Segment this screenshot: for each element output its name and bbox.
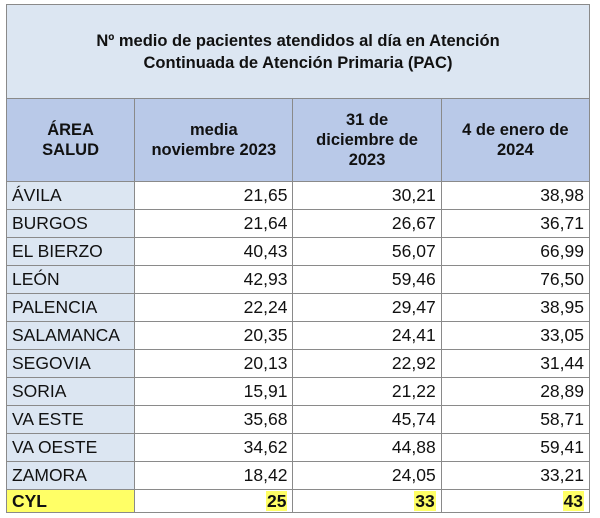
area-cell: LEÓN [5,265,136,294]
area-cell: PALENCIA [5,293,136,322]
data-table: Nº medio de pacientes atendidos al día e… [5,4,591,513]
value-nov-cell: 15,91 [134,377,294,406]
value-jan-cell: 31,44 [440,349,591,378]
value-nov-cell: 22,24 [134,293,294,322]
value-nov-cell: 35,68 [134,405,294,434]
value-dec-cell: 24,41 [292,321,442,350]
value-dec-cell: 24,05 [292,461,442,490]
header-area-line-1: ÁREA [47,121,94,139]
value-jan-cell: 36,71 [440,209,591,238]
value-jan-cell: 66,99 [440,237,591,266]
header-area: ÁREA SALUD [5,98,136,182]
header-jan-4-2024: 4 de enero de 2024 [440,98,591,182]
value-dec-cell: 26,67 [292,209,442,238]
value-jan-cell: 59,41 [440,433,591,462]
value-nov-cell: 21,64 [134,209,294,238]
value-dec-cell: 30,21 [292,181,442,210]
total-row: CYL 25 33 43 [5,489,591,513]
value-dec-cell: 21,22 [292,377,442,406]
total-dec-value: 33 [414,491,436,511]
value-jan-cell: 76,50 [440,265,591,294]
header-dec-31-2023: 31 de diciembre de 2023 [292,98,442,182]
table-title: Nº medio de pacientes atendidos al día e… [6,4,590,99]
value-jan-cell: 33,21 [440,461,591,490]
table-row: SEGOVIA 20,13 22,92 31,44 [5,349,591,378]
table-title-line-2: Continuada de Atención Primaria (PAC) [143,53,453,72]
table-row: SALAMANCA 20,35 24,41 33,05 [5,321,591,350]
value-jan-cell: 38,95 [440,293,591,322]
value-nov-cell: 40,43 [134,237,294,266]
header-row: ÁREA SALUD media noviembre 2023 31 de di… [5,98,591,182]
value-jan-cell: 28,89 [440,377,591,406]
value-nov-cell: 34,62 [134,433,294,462]
total-area-cell: CYL [5,489,136,513]
header-col2-line-1: 31 de [345,111,389,129]
table-title-line-1: Nº medio de pacientes atendidos al día e… [96,31,500,50]
table-row: SORIA 15,91 21,22 28,89 [5,377,591,406]
total-nov-value: 25 [265,491,288,511]
header-col3-line-2: 2024 [496,141,534,159]
value-dec-cell: 44,88 [292,433,442,462]
total-nov-cell: 25 [134,489,294,513]
value-jan-cell: 33,05 [440,321,591,350]
value-dec-cell: 45,74 [292,405,442,434]
area-cell: ZAMORA [5,461,136,490]
total-dec-cell: 33 [292,489,442,513]
total-jan-cell: 43 [440,489,591,513]
table-row: EL BIERZO 40,43 56,07 66,99 [5,237,591,266]
area-cell: VA OESTE [5,433,136,462]
value-nov-cell: 20,13 [134,349,294,378]
area-cell: VA ESTE [5,405,136,434]
value-nov-cell: 20,35 [134,321,294,350]
value-nov-cell: 18,42 [134,461,294,490]
table-row: BURGOS 21,64 26,67 36,71 [5,209,591,238]
value-nov-cell: 42,93 [134,265,294,294]
header-col3-line-1: 4 de enero de [462,121,569,139]
value-nov-cell: 21,65 [134,181,294,210]
header-col1-line-1: media [189,121,238,139]
area-cell: SEGOVIA [5,349,136,378]
area-cell: SORIA [5,377,136,406]
table-row: VA OESTE 34,62 44,88 59,41 [5,433,591,462]
value-dec-cell: 56,07 [292,237,442,266]
area-cell: EL BIERZO [5,237,136,266]
value-dec-cell: 22,92 [292,349,442,378]
header-col2-line-2: diciembre de [316,131,418,149]
area-cell: ÁVILA [5,181,136,210]
header-col1-line-2: noviembre 2023 [151,141,277,159]
header-col2-line-3: 2023 [348,151,386,169]
value-dec-cell: 29,47 [292,293,442,322]
table-container: Nº medio de pacientes atendidos al día e… [5,4,591,513]
table-row: LEÓN 42,93 59,46 76,50 [5,265,591,294]
value-jan-cell: 58,71 [440,405,591,434]
value-dec-cell: 59,46 [292,265,442,294]
table-row: ZAMORA 18,42 24,05 33,21 [5,461,591,490]
table-row: VA ESTE 35,68 45,74 58,71 [5,405,591,434]
table-row: PALENCIA 22,24 29,47 38,95 [5,293,591,322]
total-jan-value: 43 [562,491,584,511]
header-area-line-2: SALUD [42,141,100,159]
header-nov-2023: media noviembre 2023 [134,98,294,182]
area-cell: BURGOS [5,209,136,238]
value-jan-cell: 38,98 [440,181,591,210]
area-cell: SALAMANCA [5,321,136,350]
table-row: ÁVILA 21,65 30,21 38,98 [5,181,591,210]
